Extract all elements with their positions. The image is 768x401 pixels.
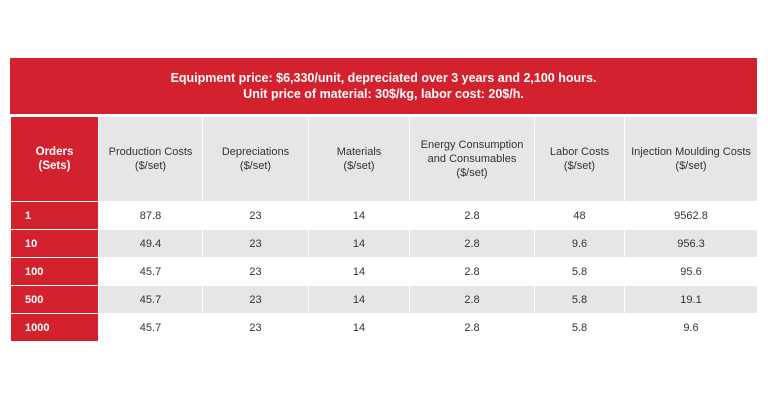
header-injection-unit: ($/set): [675, 160, 707, 172]
header-injection-title: Injection Moulding Costs: [631, 146, 751, 158]
materials-cell: 14: [308, 257, 410, 286]
injection-cost-cell: 9562.8: [624, 201, 758, 230]
header-orders-unit: (Sets): [38, 160, 71, 172]
header-materials-title: Materials: [336, 146, 382, 158]
table-banner: Equipment price: $6,330/unit, depreciate…: [10, 58, 757, 116]
header-production-costs-title: Production Costs: [108, 146, 193, 158]
depreciation-cell: 23: [202, 285, 309, 314]
header-energy-consumption: Energy Consumption and Consumables ($/se…: [409, 116, 535, 202]
order-cell: 1000: [10, 313, 99, 342]
injection-cost-cell: 95.6: [624, 257, 758, 286]
materials-cell: 14: [308, 229, 410, 258]
table-row: 100 45.7 23 14 2.8 5.8 95.6: [10, 257, 758, 286]
depreciation-cell: 23: [202, 229, 309, 258]
labor-cell: 5.8: [534, 313, 625, 342]
header-energy-subtitle: and Consumables: [427, 153, 517, 165]
banner-line-material: Unit price of material: 30$/kg, labor co…: [243, 87, 524, 101]
injection-cost-cell: 19.1: [624, 285, 758, 314]
header-depreciations-unit: ($/set): [239, 160, 272, 172]
energy-cell: 2.8: [409, 285, 535, 314]
energy-cell: 2.8: [409, 201, 535, 230]
header-depreciations: Depreciations ($/set): [202, 116, 309, 202]
injection-cost-cell: 956.3: [624, 229, 758, 258]
header-materials-unit: ($/set): [343, 160, 375, 172]
header-row: Orders (Sets) Production Costs ($/set) D…: [10, 116, 758, 202]
header-orders-title: Orders: [35, 146, 74, 158]
energy-cell: 2.8: [409, 229, 535, 258]
production-cost-cell: 45.7: [98, 285, 203, 314]
table-row: 1 87.8 23 14 2.8 48 9562.8: [10, 201, 758, 230]
injection-cost-cell: 9.6: [624, 313, 758, 342]
materials-cell: 14: [308, 201, 410, 230]
cost-table-container: Equipment price: $6,330/unit, depreciate…: [10, 58, 758, 342]
labor-cell: 48: [534, 201, 625, 230]
materials-cell: 14: [308, 313, 410, 342]
production-cost-cell: 45.7: [98, 257, 203, 286]
header-injection-moulding-costs: Injection Moulding Costs ($/set): [624, 116, 758, 202]
depreciation-cell: 23: [202, 201, 309, 230]
header-labor-unit: ($/set): [563, 160, 596, 172]
order-cell: 1: [10, 201, 99, 230]
header-energy-unit: ($/set): [456, 167, 488, 179]
order-cell: 10: [10, 229, 99, 258]
materials-cell: 14: [308, 285, 410, 314]
labor-cell: 5.8: [534, 257, 625, 286]
depreciation-cell: 23: [202, 313, 309, 342]
labor-cell: 5.8: [534, 285, 625, 314]
table-row: 1000 45.7 23 14 2.8 5.8 9.6: [10, 313, 758, 342]
header-orders: Orders (Sets): [10, 116, 99, 202]
labor-cell: 9.6: [534, 229, 625, 258]
header-materials: Materials ($/set): [308, 116, 410, 202]
header-production-costs: Production Costs ($/set): [98, 116, 203, 202]
header-labor-costs: Labor Costs ($/set): [534, 116, 625, 202]
header-depreciations-title: Depreciations: [221, 146, 290, 158]
production-cost-cell: 87.8: [98, 201, 203, 230]
production-cost-cell: 45.7: [98, 313, 203, 342]
header-production-costs-unit: ($/set): [134, 160, 167, 172]
cost-table: Orders (Sets) Production Costs ($/set) D…: [10, 116, 758, 342]
order-cell: 100: [10, 257, 99, 286]
banner-line-equipment: Equipment price: $6,330/unit, depreciate…: [170, 71, 597, 85]
header-energy-title: Energy Consumption: [420, 139, 524, 151]
order-cell: 500: [10, 285, 99, 314]
table-row: 10 49.4 23 14 2.8 9.6 956.3: [10, 229, 758, 258]
energy-cell: 2.8: [409, 313, 535, 342]
energy-cell: 2.8: [409, 257, 535, 286]
production-cost-cell: 49.4: [98, 229, 203, 258]
depreciation-cell: 23: [202, 257, 309, 286]
table-row: 500 45.7 23 14 2.8 5.8 19.1: [10, 285, 758, 314]
header-labor-title: Labor Costs: [549, 146, 610, 158]
